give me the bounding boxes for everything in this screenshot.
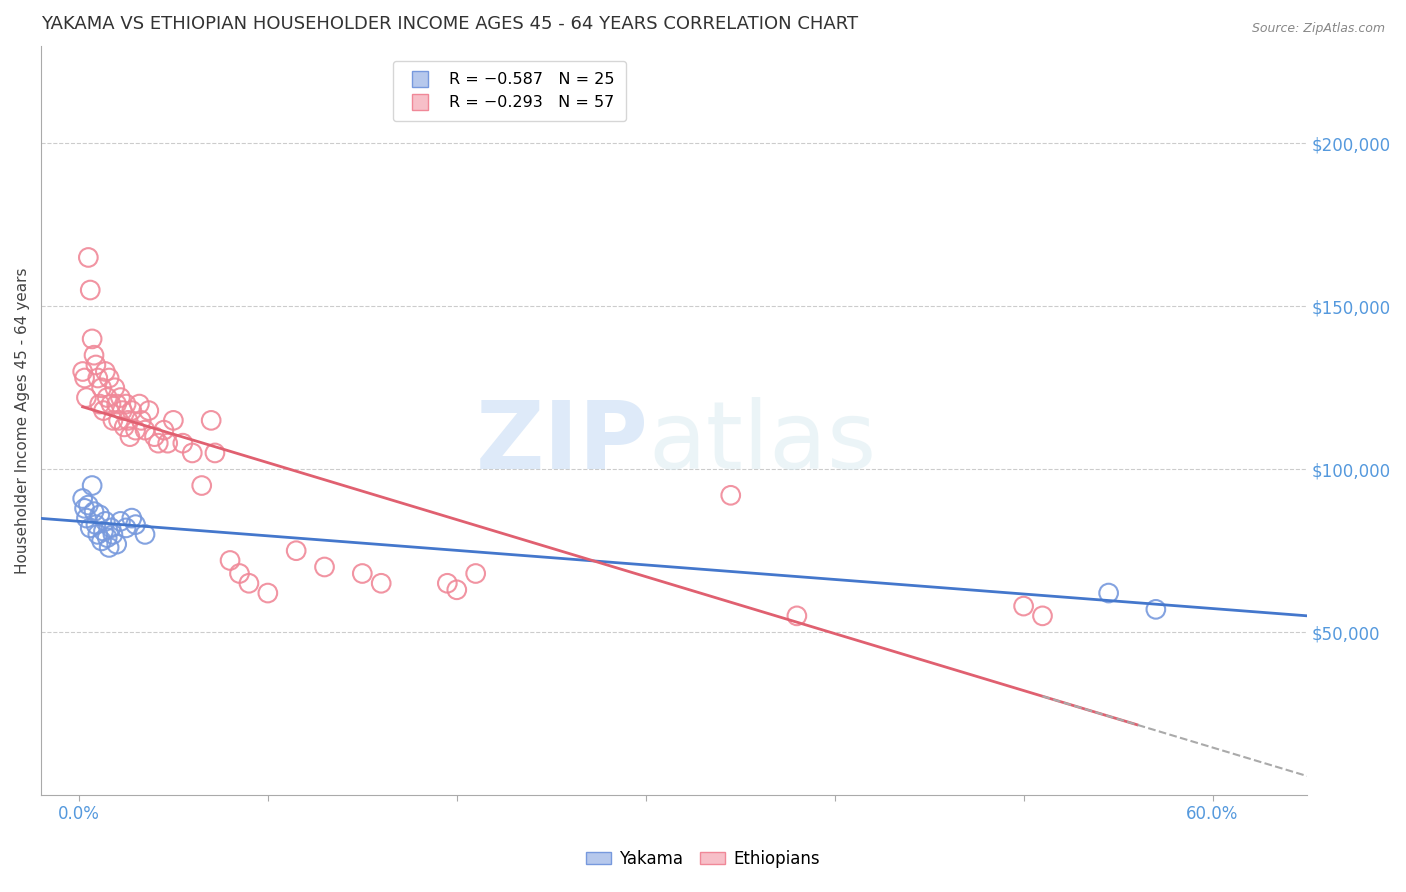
Point: [96, 531, 118, 545]
Point: [77, 498, 100, 512]
Point: [110, 514, 132, 528]
Point: [134, 423, 156, 437]
Point: [436, 576, 458, 591]
Point: [104, 381, 127, 395]
Point: [256, 586, 278, 600]
Point: [83, 348, 105, 362]
Point: [73, 501, 96, 516]
Point: [100, 397, 122, 411]
Point: [75, 391, 97, 405]
Point: [110, 391, 132, 405]
Y-axis label: Householder Income Ages 45 - 64 years: Householder Income Ages 45 - 64 years: [15, 267, 30, 574]
Legend: R = −0.587   N = 25, R = −0.293   N = 57: R = −0.587 N = 25, R = −0.293 N = 57: [394, 62, 626, 121]
Point: [138, 403, 160, 417]
Point: [112, 420, 135, 434]
Point: [79, 283, 101, 297]
Point: [90, 381, 112, 395]
Point: [83, 505, 105, 519]
Point: [98, 541, 121, 555]
Point: [172, 436, 194, 450]
Point: [162, 413, 184, 427]
Point: [89, 508, 111, 522]
Point: [93, 524, 115, 538]
Point: [117, 413, 139, 427]
Point: [1144, 602, 1167, 616]
Point: [77, 251, 100, 265]
Legend: Yakama, Ethiopians: Yakama, Ethiopians: [579, 844, 827, 875]
Point: [153, 423, 176, 437]
Point: [100, 521, 122, 535]
Point: [156, 436, 179, 450]
Point: [87, 371, 110, 385]
Point: [84, 517, 107, 532]
Point: [124, 517, 146, 532]
Point: [90, 533, 112, 548]
Point: [115, 397, 138, 411]
Text: Source: ZipAtlas.com: Source: ZipAtlas.com: [1251, 22, 1385, 36]
Point: [105, 397, 128, 411]
Point: [129, 413, 152, 427]
Point: [84, 358, 107, 372]
Point: [75, 511, 97, 525]
Point: [720, 488, 742, 502]
Point: [79, 521, 101, 535]
Text: atlas: atlas: [648, 397, 877, 489]
Text: ZIP: ZIP: [475, 397, 648, 489]
Point: [1031, 608, 1053, 623]
Point: [314, 560, 336, 574]
Point: [72, 491, 94, 506]
Point: [181, 446, 204, 460]
Point: [105, 537, 128, 551]
Point: [94, 364, 117, 378]
Point: [89, 397, 111, 411]
Point: [1097, 586, 1119, 600]
Point: [200, 413, 222, 427]
Point: [73, 371, 96, 385]
Point: [121, 403, 143, 417]
Point: [219, 553, 242, 567]
Point: [93, 403, 115, 417]
Point: [464, 566, 486, 581]
Point: [96, 391, 118, 405]
Point: [143, 430, 166, 444]
Point: [72, 364, 94, 378]
Point: [101, 527, 124, 541]
Point: [118, 430, 141, 444]
Point: [101, 413, 124, 427]
Point: [121, 511, 143, 525]
Point: [204, 446, 226, 460]
Point: [370, 576, 392, 591]
Point: [228, 566, 250, 581]
Point: [94, 514, 117, 528]
Point: [82, 478, 104, 492]
Text: YAKAMA VS ETHIOPIAN HOUSEHOLDER INCOME AGES 45 - 64 YEARS CORRELATION CHART: YAKAMA VS ETHIOPIAN HOUSEHOLDER INCOME A…: [41, 15, 858, 33]
Point: [446, 582, 468, 597]
Point: [786, 608, 808, 623]
Point: [87, 527, 110, 541]
Point: [115, 521, 138, 535]
Point: [98, 371, 121, 385]
Point: [128, 397, 150, 411]
Point: [1012, 599, 1035, 613]
Point: [124, 423, 146, 437]
Point: [148, 436, 170, 450]
Point: [82, 332, 104, 346]
Point: [352, 566, 374, 581]
Point: [134, 527, 156, 541]
Point: [107, 413, 129, 427]
Point: [190, 478, 212, 492]
Point: [111, 403, 134, 417]
Point: [238, 576, 260, 591]
Point: [285, 543, 308, 558]
